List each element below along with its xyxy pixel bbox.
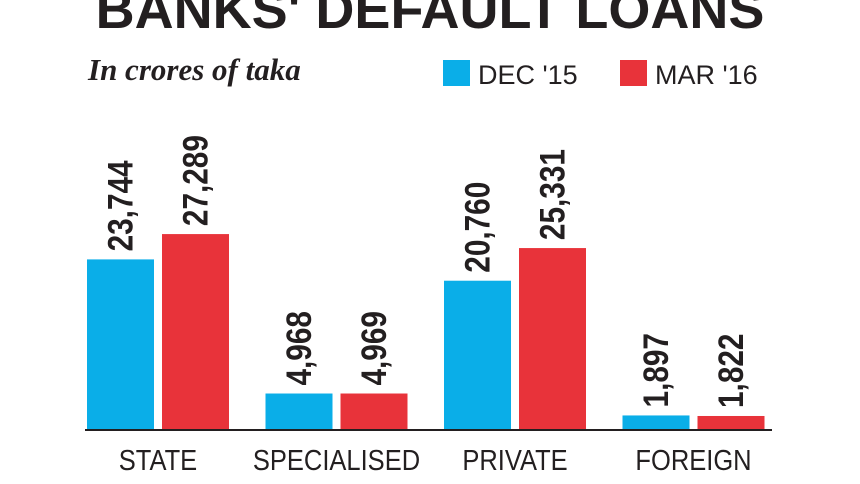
bar <box>444 280 511 429</box>
value-label: 4,968 <box>280 311 319 385</box>
value-label: 25,331 <box>533 149 572 240</box>
value-label: 27,289 <box>176 135 215 226</box>
bar <box>622 415 690 429</box>
legend-swatch <box>443 60 470 86</box>
bar <box>87 259 154 429</box>
x-tick-label: PRIVATE <box>462 443 567 476</box>
value-label: 1,822 <box>712 334 751 408</box>
legend-label: DEC '15 <box>478 60 578 90</box>
chart-subtitle: In crores of taka <box>87 52 301 87</box>
x-tick-label: STATE <box>119 443 197 476</box>
value-label: 1,897 <box>637 333 676 407</box>
value-label: 23,744 <box>101 160 140 251</box>
bar <box>340 393 408 429</box>
chart-title: BANKS' DEFAULT LOANS <box>96 0 765 40</box>
legend-label: MAR '16 <box>655 60 758 90</box>
legend-swatch <box>620 60 647 86</box>
value-label: 4,969 <box>355 311 394 385</box>
bar <box>162 234 229 429</box>
value-label: 20,760 <box>458 182 497 273</box>
x-tick-label: SPECIALISED <box>253 443 420 476</box>
bar <box>265 393 333 429</box>
x-tick-label: FOREIGN <box>635 443 751 476</box>
bar <box>697 415 765 429</box>
bar <box>519 248 586 429</box>
